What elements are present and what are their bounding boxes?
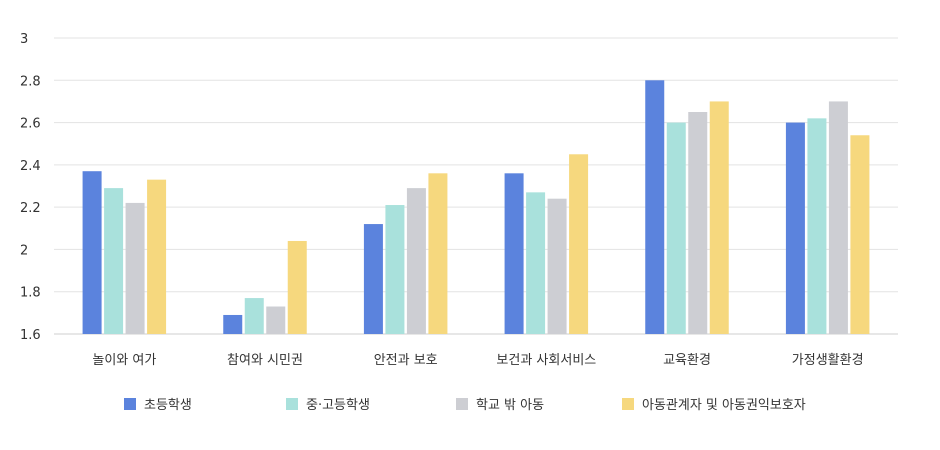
legend-label: 학교 밖 아동 [476, 398, 544, 413]
bar [807, 118, 827, 334]
bar [125, 202, 145, 334]
bar [569, 154, 589, 334]
legend-swatch [124, 398, 136, 410]
bar [547, 198, 567, 334]
bar [287, 240, 307, 334]
legend-swatch [456, 398, 468, 410]
y-tick-label: 2.4 [20, 159, 41, 174]
bar [645, 80, 665, 335]
bar [850, 135, 870, 334]
bar [266, 306, 286, 334]
bar [526, 192, 546, 334]
y-tick-label: 2.8 [20, 74, 41, 89]
y-tick-label: 1.8 [20, 286, 41, 301]
bars [82, 80, 870, 335]
y-tick-label: 2.2 [20, 201, 41, 216]
y-tick-label: 2 [20, 243, 28, 258]
x-category-label: 참여와 시민권 [227, 353, 303, 368]
legend-swatch [622, 398, 634, 410]
y-tick-label: 2.6 [20, 117, 41, 132]
legend-item: 아동관계자 및 아동권익보호자 [622, 398, 806, 413]
legend-item: 초등학생 [124, 398, 192, 413]
legend-item: 중·고등학생 [286, 398, 370, 413]
bar [82, 171, 102, 334]
y-tick-label: 3 [20, 32, 28, 47]
bar [709, 101, 729, 334]
bar [666, 122, 686, 334]
x-axis-categories: 놀이와 여가 참여와 시민권 안전과 보호 보건과 사회서비스 교육환경 가정생활환경 [92, 353, 863, 368]
legend-swatch [286, 398, 298, 410]
x-category-label: 놀이와 여가 [92, 353, 156, 368]
x-category-label: 교육환경 [663, 353, 711, 368]
y-axis-ticks: 1.6 1.8 2 2.2 2.4 2.6 2.8 3 [20, 32, 41, 343]
legend-label: 아동관계자 및 아동권익보호자 [642, 398, 806, 413]
bar [223, 314, 243, 334]
bar [828, 101, 848, 334]
bar [363, 224, 383, 334]
bar [428, 173, 448, 334]
legend: 초등학생 중·고등학생 학교 밖 아동 아동관계자 및 아동권익보호자 [124, 398, 806, 413]
bar [385, 205, 405, 334]
legend-label: 중·고등학생 [306, 398, 370, 413]
bar [504, 173, 524, 334]
bar [785, 122, 805, 334]
x-category-label: 안전과 보호 [374, 353, 438, 368]
bar [406, 188, 426, 334]
legend-item: 학교 밖 아동 [456, 398, 544, 413]
bar [244, 298, 264, 334]
gridlines [54, 37, 898, 335]
y-tick-label: 1.6 [20, 328, 41, 343]
bar [104, 188, 124, 334]
legend-label: 초등학생 [144, 398, 192, 413]
bar [688, 112, 708, 334]
x-category-label: 보건과 사회서비스 [496, 353, 596, 368]
x-category-label: 가정생활환경 [792, 353, 864, 368]
bar [147, 179, 167, 334]
